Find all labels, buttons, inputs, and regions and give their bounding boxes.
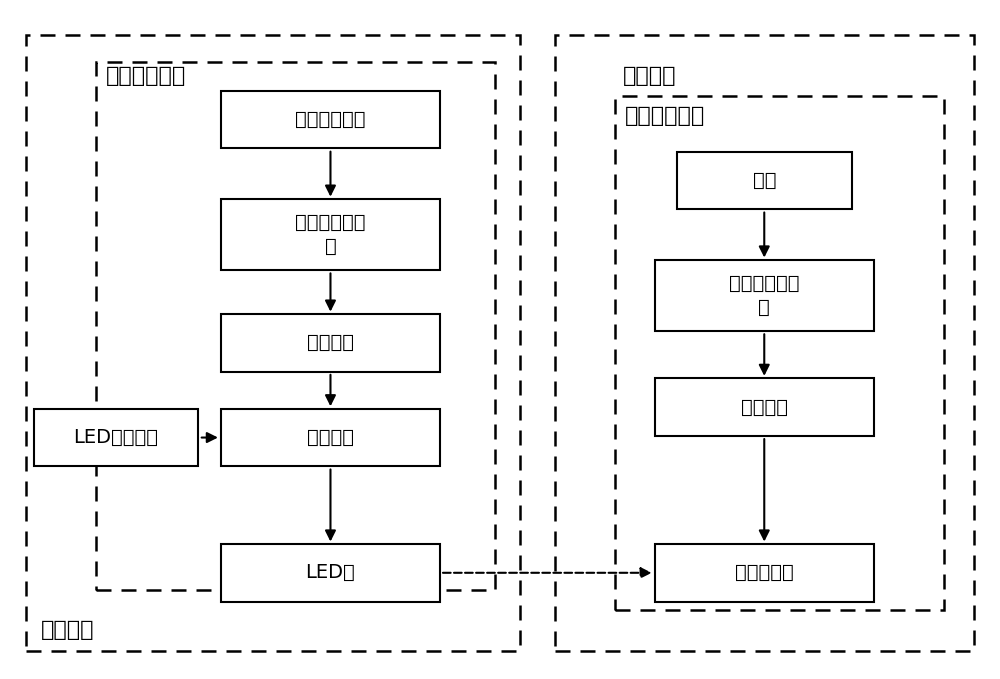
Bar: [655, 260, 874, 331]
Text: 接收装置: 接收装置: [623, 66, 676, 86]
Bar: [221, 314, 440, 371]
Text: 信号发生电路: 信号发生电路: [106, 66, 186, 86]
Text: 信号处理电路: 信号处理电路: [625, 107, 705, 126]
Text: 信号处理与控
制: 信号处理与控 制: [295, 213, 366, 256]
Bar: [615, 96, 944, 610]
Text: 终端: 终端: [753, 171, 776, 190]
Bar: [96, 62, 495, 589]
Bar: [34, 409, 198, 466]
Bar: [555, 35, 974, 650]
Text: 光电探测器: 光电探测器: [735, 564, 794, 583]
Text: 原始基带信号: 原始基带信号: [295, 110, 366, 129]
Text: 调制模块: 调制模块: [307, 333, 354, 352]
Text: 发射装置: 发射装置: [41, 621, 95, 640]
Text: 信号处理与控
制: 信号处理与控 制: [729, 274, 800, 317]
Bar: [221, 409, 440, 466]
Text: LED驱动电源: LED驱动电源: [74, 428, 159, 447]
Bar: [655, 378, 874, 436]
Text: 解调模块: 解调模块: [741, 398, 788, 417]
Text: 偏置电路: 偏置电路: [307, 428, 354, 447]
Bar: [655, 544, 874, 602]
Text: LED灯: LED灯: [306, 564, 355, 583]
Bar: [677, 152, 852, 209]
Bar: [221, 91, 440, 149]
Bar: [221, 544, 440, 602]
Bar: [26, 35, 520, 650]
Bar: [221, 199, 440, 270]
